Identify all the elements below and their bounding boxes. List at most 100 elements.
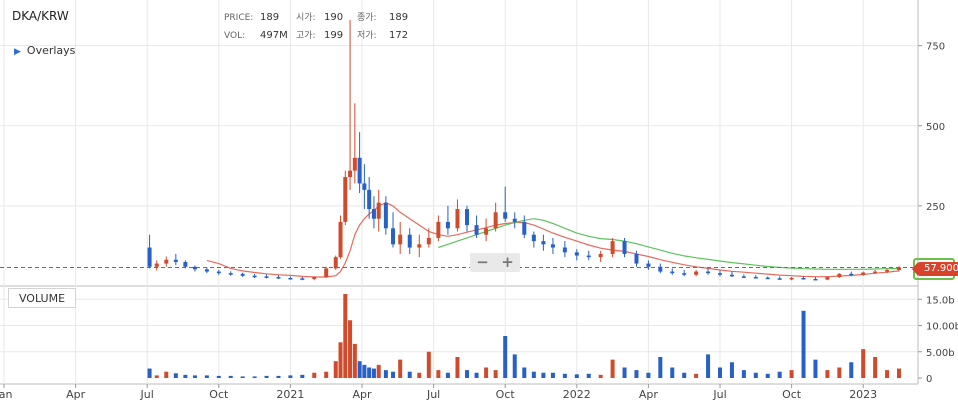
candle-body [391,228,396,245]
price-label: PRICE: [224,13,254,23]
candle-body [324,268,329,278]
candle-body [164,259,169,264]
candle-body [503,212,508,219]
volume-bar [694,373,699,378]
volume-bar [338,342,343,378]
candle-body [484,228,489,235]
candle-body [154,263,159,267]
candle-body [550,244,555,248]
candlesticks [147,20,901,281]
ma-long-line [438,218,900,270]
candle-body [348,170,353,178]
candle-body [801,277,806,280]
candle-body [646,263,651,267]
volume-bar [300,374,305,378]
candle-body [333,257,338,269]
low-value: 172 [389,30,409,41]
time-tick-label: Oct [209,388,229,401]
open-value: 190 [324,12,344,23]
volume-bar [837,367,842,378]
volume-bar [173,373,178,378]
candle-body [436,221,441,238]
volume-bar [312,372,317,378]
volume-bar [398,359,403,378]
candle-body [407,234,412,248]
volume-bar [574,374,579,378]
candle-body [383,202,388,229]
price-tick-label: 750 [926,42,945,53]
volume-bar [512,354,517,378]
volume-bar [873,357,878,378]
volume-bar [753,372,758,378]
volume-panel-label: VOLUME [8,288,76,308]
time-tick-label: Jul [712,388,726,401]
volume-bar [658,357,663,378]
volume-bar [718,367,722,378]
zoom-out-button[interactable]: − [476,253,489,271]
volume-tick-label: 5.00b [926,348,955,359]
volume-bar [264,375,269,378]
candle-body [622,241,627,254]
volume-bar [228,375,233,378]
volume-bar [367,367,372,378]
candle-body [343,177,348,222]
vol-value: 497M [260,30,288,41]
price-tick-label: 250 [926,202,945,213]
overlays-toggle[interactable]: ▶ Overlays [14,44,75,57]
candle-body [765,277,770,280]
time-tick-label: 2021 [276,388,304,401]
volume-bar [493,370,498,378]
candle-body [264,276,269,278]
candle-body [813,278,818,281]
time-tick-label: Jul [426,388,440,401]
high-value: 199 [324,30,344,41]
candle-body [682,273,687,275]
ohlc-info-mid: 시가: 190 고가: 199 [296,9,343,45]
volume-bar [849,362,854,378]
candle-body [204,269,209,272]
candle-body [216,271,221,274]
volume-bar [407,371,412,378]
candle-body [240,273,245,276]
candle-body [873,271,878,274]
candle-body [522,221,527,235]
volume-bar [216,375,221,378]
candle-body [228,273,233,275]
candle-body [426,237,431,245]
volume-bar [240,376,245,378]
candle-body [586,255,591,258]
time-tick-label: Oct [496,388,516,401]
zoom-in-button[interactable]: + [501,253,514,271]
candle-body [512,218,517,222]
volume-bar [765,373,770,378]
volume-bar [276,375,281,378]
volume-bar [147,368,152,378]
volume-bar [503,336,508,378]
volume-bar [252,376,257,378]
volume-bar [706,354,711,378]
volume-bar [436,370,441,378]
candle-body [276,277,281,279]
candle-body [183,261,188,267]
candle-body [147,247,152,267]
volume-bar [825,370,830,378]
candle-body [357,157,362,184]
volume-bar [541,372,546,378]
volume-bar [550,372,555,378]
volume-bar [465,370,470,378]
close-label: 종가: [357,13,377,23]
volume-bar [371,368,376,378]
volume-bar [598,374,603,378]
volume-bar [801,310,806,378]
candle-body [885,269,890,272]
axes: Jan Apr Jul Oct 2021 Apr Jul Oct 2022 Apr Jul Oct 20… [0,42,958,401]
ma-short-line [206,202,900,278]
volume-bar [357,361,362,378]
ohlc-info-left: PRICE: 189 VOL: 497M [224,9,288,45]
candle-body [417,244,422,248]
low-label: 저가: [357,31,377,41]
candle-body [465,209,470,226]
volume-bar [183,374,188,378]
